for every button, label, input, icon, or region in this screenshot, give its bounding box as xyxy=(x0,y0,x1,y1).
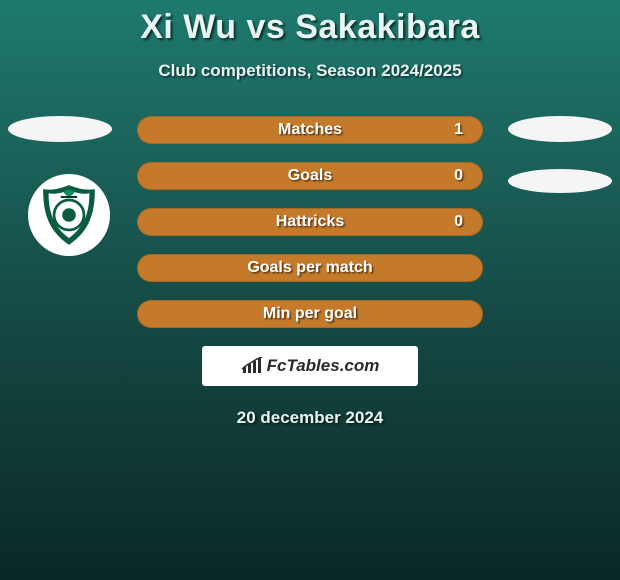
stat-label: Min per goal xyxy=(263,305,357,323)
content-area: Matches 1 Goals 0 Hattricks 0 Goals per … xyxy=(0,116,620,428)
stat-bar-goals-per-match: Goals per match xyxy=(137,254,483,282)
stat-value: 0 xyxy=(454,213,463,231)
stat-bar-goals: Goals 0 xyxy=(137,162,483,190)
page-title: Xi Wu vs Sakakibara xyxy=(0,8,620,47)
date-label: 20 december 2024 xyxy=(0,408,620,428)
player-right-placeholder-2 xyxy=(508,169,612,193)
stat-bar-hattricks: Hattricks 0 xyxy=(137,208,483,236)
chart-icon xyxy=(241,357,263,375)
stat-bar-min-per-goal: Min per goal xyxy=(137,300,483,328)
comparison-card: Xi Wu vs Sakakibara Club competitions, S… xyxy=(0,0,620,428)
stat-bar-matches: Matches 1 xyxy=(137,116,483,144)
player-left-placeholder xyxy=(8,116,112,142)
player-right-placeholder xyxy=(508,116,612,142)
stat-label: Matches xyxy=(278,121,342,139)
stat-label: Goals per match xyxy=(247,259,372,277)
subtitle: Club competitions, Season 2024/2025 xyxy=(0,61,620,81)
stat-bars: Matches 1 Goals 0 Hattricks 0 Goals per … xyxy=(137,116,483,328)
stat-value: 0 xyxy=(454,167,463,185)
stat-label: Goals xyxy=(288,167,332,185)
shield-icon xyxy=(35,181,103,249)
brand-badge: FcTables.com xyxy=(202,346,418,386)
stat-label: Hattricks xyxy=(276,213,344,231)
stat-value: 1 xyxy=(454,121,463,139)
club-badge-left xyxy=(28,174,110,256)
brand-text: FcTables.com xyxy=(267,356,380,376)
